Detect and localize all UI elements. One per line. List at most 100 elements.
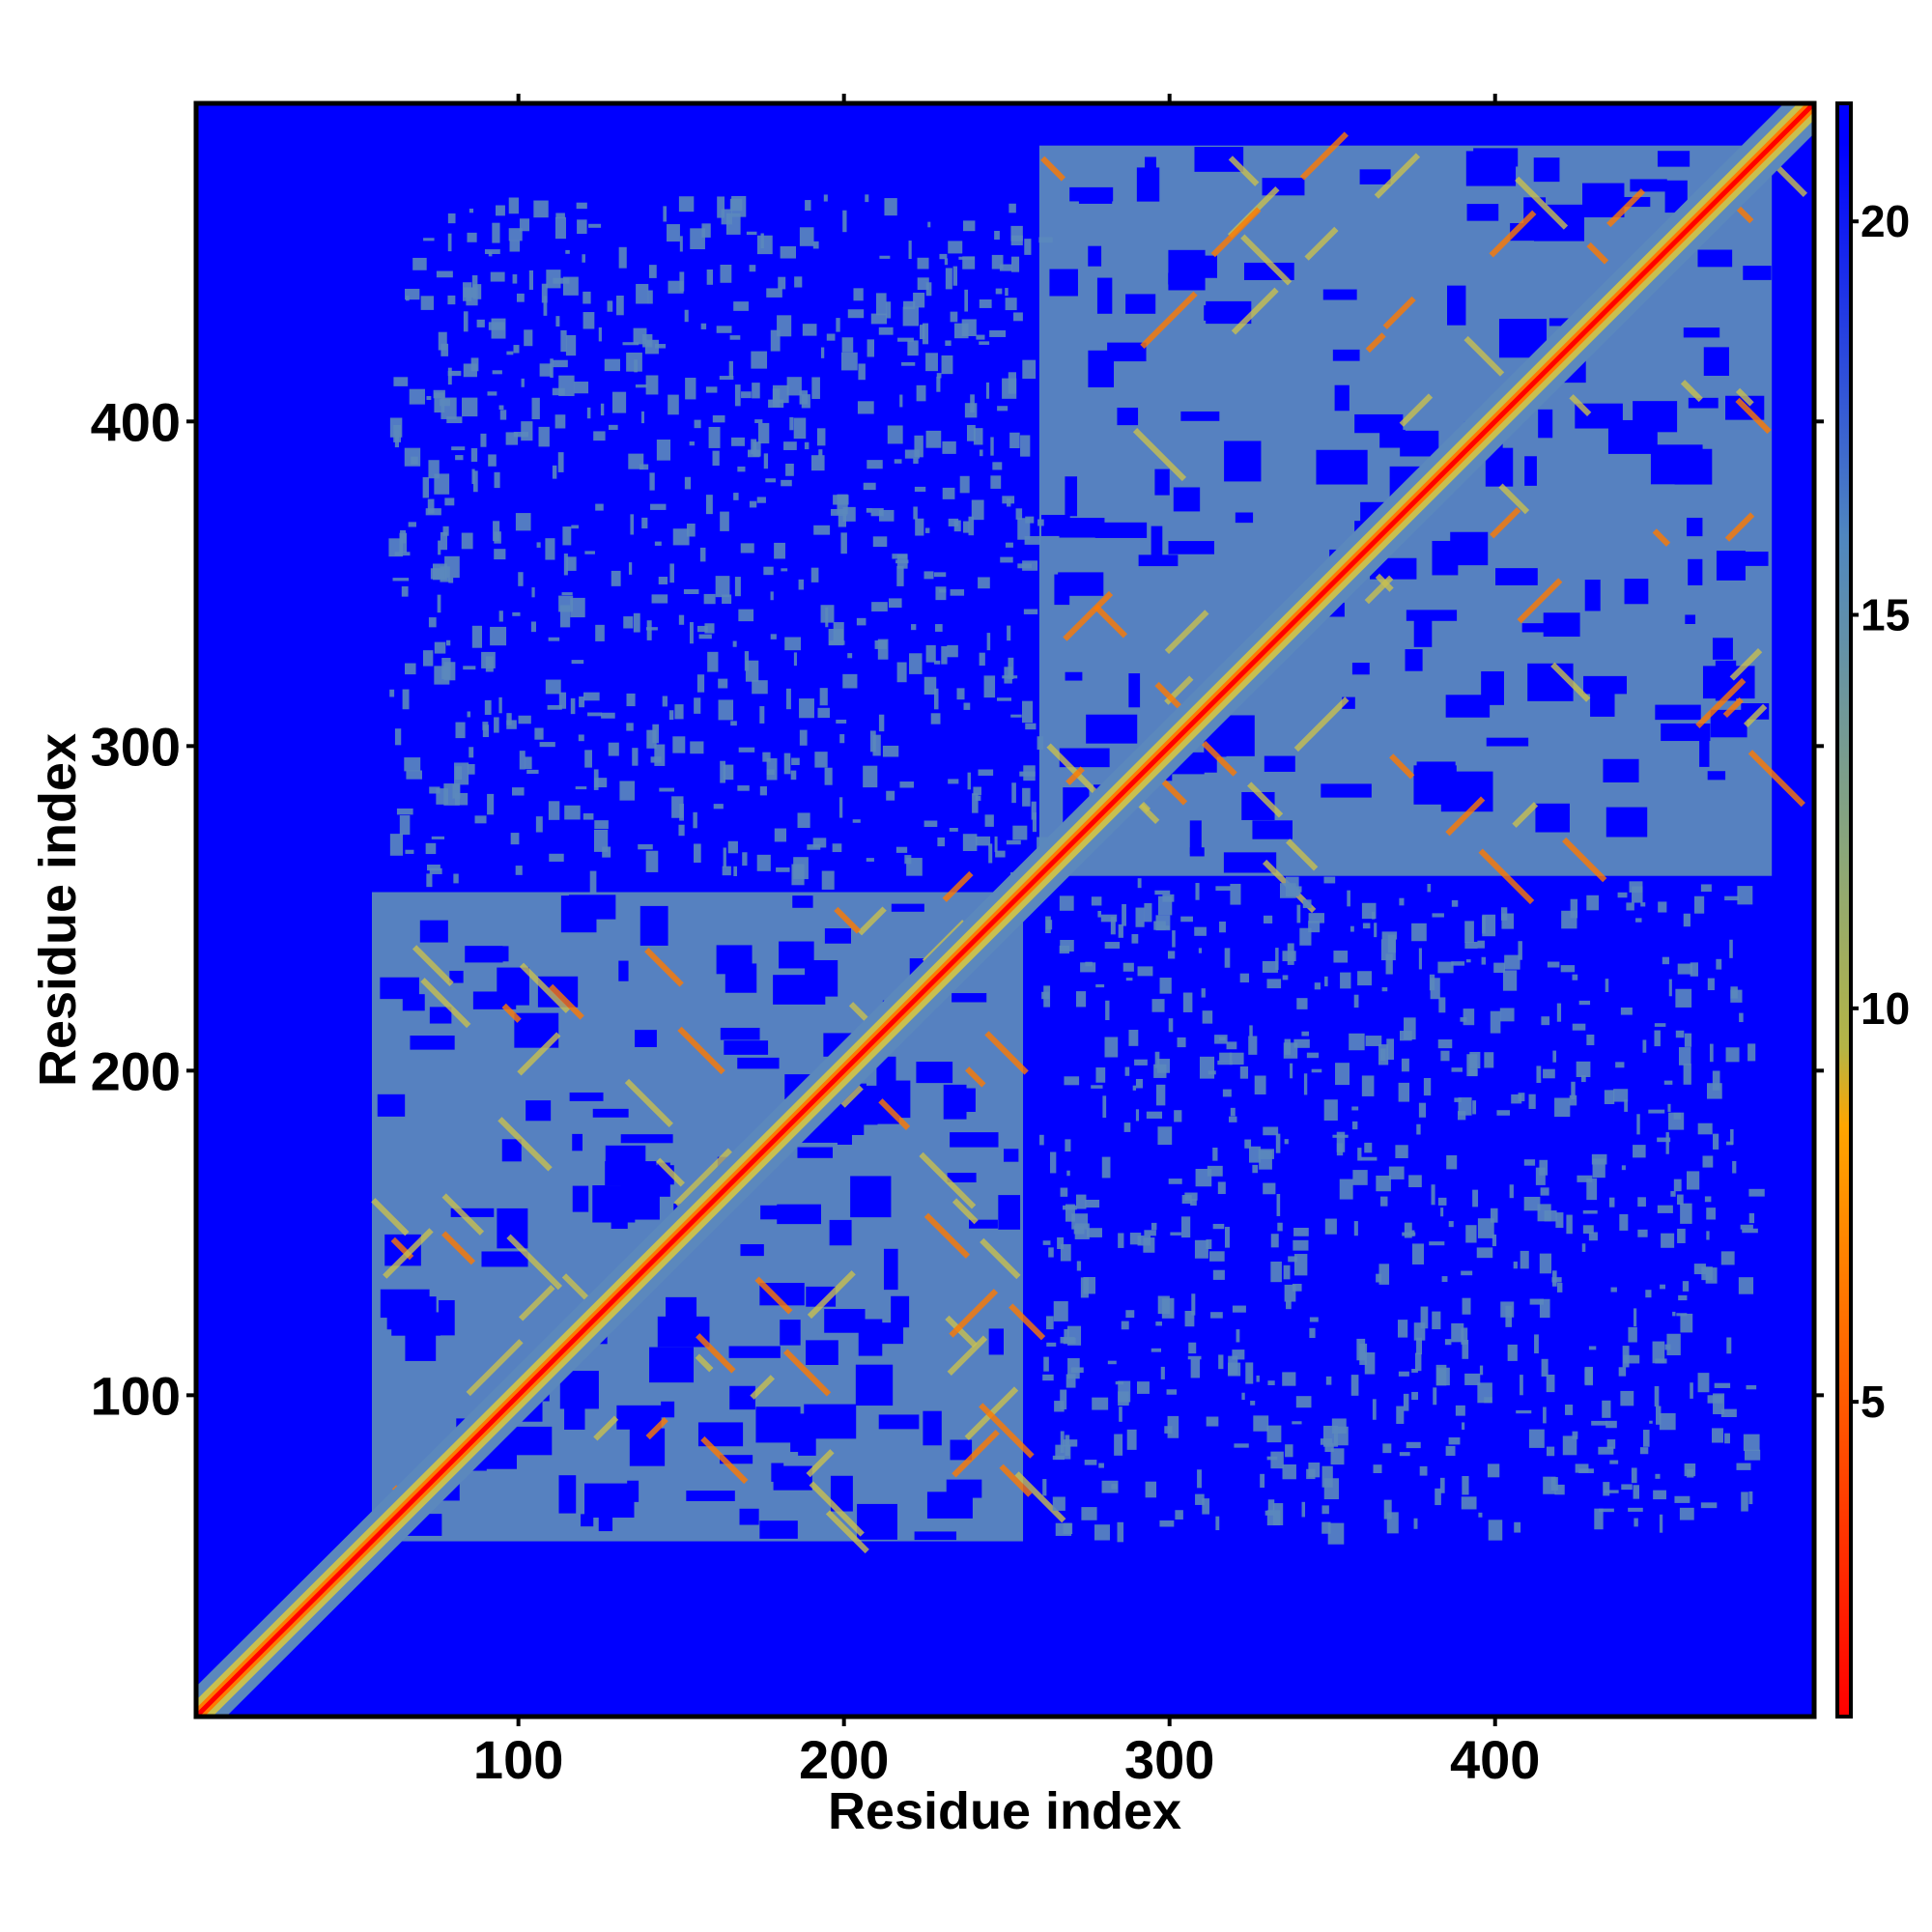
heatmap-cell [1473, 148, 1519, 167]
heatmap-cell [838, 514, 847, 527]
heatmap-cell [1151, 526, 1163, 560]
heatmap-cell [515, 513, 531, 531]
heatmap-cell [784, 637, 801, 651]
heatmap-cell [698, 634, 712, 639]
heatmap-cell [749, 500, 757, 508]
heatmap-cell [595, 624, 605, 641]
heatmap-cell [949, 827, 958, 832]
heatmap-cell [727, 840, 738, 854]
heatmap-cell [1004, 667, 1012, 684]
heatmap-cell [1235, 512, 1254, 524]
heatmap-cell [820, 347, 825, 358]
heatmap-cell [792, 895, 813, 908]
heatmap-cell [1541, 1016, 1550, 1026]
heatmap-cell [813, 525, 831, 535]
heatmap-cell [1267, 1499, 1275, 1512]
heatmap-cell [1308, 913, 1324, 923]
heatmap-cell [943, 1084, 967, 1120]
heatmap-cell [870, 313, 888, 325]
heatmap-cell [1189, 820, 1202, 855]
contact-streak [1562, 837, 1607, 883]
heatmap-cell [1022, 560, 1038, 571]
heatmap-cell [828, 629, 844, 646]
heatmap-cell [1059, 945, 1070, 954]
heatmap-cell [925, 430, 942, 448]
heatmap-cell [1060, 1431, 1065, 1453]
heatmap-cell [1416, 1337, 1423, 1355]
heatmap-cell [1464, 941, 1478, 949]
heatmap-cell [1104, 1037, 1119, 1058]
contact-streak [420, 978, 471, 1029]
heatmap-cell [467, 232, 477, 242]
heatmap-cell [995, 288, 1003, 295]
heatmap-cell [1653, 1490, 1666, 1500]
contact-streak [1231, 287, 1279, 335]
heatmap-cell [1572, 1431, 1578, 1439]
heatmap-cell [1005, 298, 1017, 311]
heatmap-cell [1451, 961, 1465, 966]
heatmap-cell [405, 288, 420, 300]
heatmap-cell [1309, 1327, 1316, 1339]
heatmap-cell [539, 742, 555, 748]
heatmap-cell [1039, 1134, 1044, 1146]
heatmap-cell [1086, 714, 1138, 744]
heatmap-cell [1002, 496, 1015, 504]
heatmap-cell [799, 390, 809, 405]
heatmap-cell [938, 588, 947, 593]
heatmap-cell [1020, 435, 1031, 457]
heatmap-cell [490, 626, 507, 646]
heatmap-cell [879, 255, 891, 259]
heatmap-cell [826, 333, 836, 341]
heatmap-cell [1556, 1003, 1562, 1022]
heatmap-cell [1743, 1434, 1760, 1452]
contact-streak [923, 1212, 971, 1259]
contact-streak [857, 906, 887, 936]
heatmap-cell [1523, 1159, 1536, 1166]
heatmap-cell [1349, 1033, 1365, 1051]
heatmap-cell [1699, 740, 1710, 767]
heatmap-cell [1403, 1393, 1409, 1411]
heatmap-cell [661, 1401, 675, 1418]
heatmap-cell [1462, 1339, 1469, 1359]
heatmap-cell [913, 292, 925, 308]
heatmap-cell [1055, 1522, 1072, 1536]
heatmap-cell [1091, 896, 1102, 906]
heatmap-cell [399, 815, 411, 836]
heatmap-cell [521, 378, 525, 387]
heatmap-cell [1372, 911, 1376, 920]
contact-streak [1304, 226, 1339, 261]
heatmap-cell [1046, 1316, 1054, 1330]
heatmap-cell [1249, 1025, 1253, 1037]
heatmap-cell [1055, 1444, 1071, 1460]
heatmap-cell [1128, 1030, 1139, 1046]
heatmap-cell [1226, 1041, 1237, 1050]
heatmap-cell [524, 329, 533, 347]
heatmap-cell [825, 607, 829, 628]
heatmap-cell [668, 280, 684, 294]
heatmap-cell [1707, 978, 1715, 991]
contact-streak [1140, 291, 1198, 349]
heatmap-cell [1505, 1305, 1512, 1327]
heatmap-cell [1379, 1048, 1386, 1062]
contact-streak [1399, 393, 1434, 427]
heatmap-cell [467, 764, 475, 775]
heatmap-cell [562, 526, 572, 546]
heatmap-cell [582, 812, 594, 820]
heatmap-cell [705, 495, 713, 515]
heatmap-cell [1409, 1230, 1415, 1236]
heatmap-cell [942, 487, 955, 499]
heatmap-cell [1353, 994, 1359, 1009]
heatmap-cell [1073, 1225, 1085, 1235]
heatmap-cell [1606, 1439, 1616, 1449]
heatmap-cell [901, 361, 916, 366]
heatmap-cell [1702, 1155, 1714, 1168]
heatmap-cell [936, 376, 941, 392]
heatmap-cell [592, 1108, 629, 1118]
heatmap-cell [1543, 1068, 1555, 1079]
heatmap-cell [1232, 1305, 1246, 1313]
heatmap-cell [1065, 476, 1078, 517]
contact-streak [1132, 428, 1187, 482]
heatmap-cell [934, 660, 941, 665]
heatmap-cell [992, 462, 1003, 470]
heatmap-cell [582, 312, 595, 329]
